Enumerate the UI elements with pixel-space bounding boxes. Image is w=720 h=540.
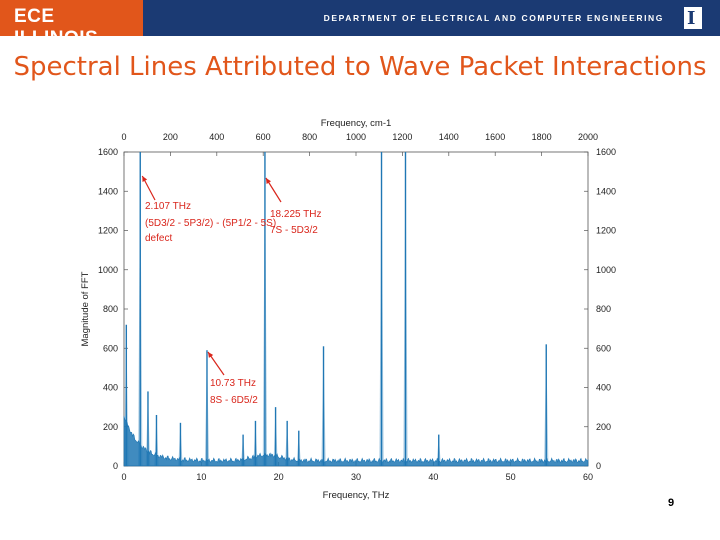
annotation-arrow-2107-head <box>142 176 148 182</box>
y-tick-label-right: 1600 <box>596 147 616 157</box>
y-tick-label-right: 1400 <box>596 186 616 196</box>
y-axis-label: Magnitude of FFT <box>80 271 91 346</box>
annotation-1073-line2: 8S - 6D5/2 <box>210 395 258 406</box>
y-tick-label-right: 200 <box>596 422 611 432</box>
y-tick-label-right: 800 <box>596 304 611 314</box>
x2-tick-label: 400 <box>209 132 224 142</box>
x2-tick-label: 800 <box>302 132 317 142</box>
x-tick-label: 0 <box>121 472 126 482</box>
y-tick-label-right: 0 <box>596 461 601 471</box>
x-axis-label: Frequency, THz <box>323 490 390 501</box>
x-tick-label: 60 <box>583 472 593 482</box>
x2-tick-label: 0 <box>121 132 126 142</box>
y-tick-label-left: 0 <box>113 461 118 471</box>
y-tick-label-left: 800 <box>103 304 118 314</box>
x2-tick-label: 1600 <box>485 132 505 142</box>
x2-tick-label: 1400 <box>439 132 459 142</box>
x-tick-label: 30 <box>351 472 361 482</box>
slide-title: Spectral Lines Attributed to Wave Packet… <box>13 52 707 82</box>
ece-illinois-logo[interactable]: ECE ILLINOIS <box>0 0 143 49</box>
y-tick-label-left: 1000 <box>98 265 118 275</box>
spectrum-noise-floor <box>123 415 589 467</box>
y-tick-label-left: 1200 <box>98 226 118 236</box>
department-name: DEPARTMENT OF ELECTRICAL AND COMPUTER EN… <box>323 13 664 23</box>
x2-tick-label: 1200 <box>392 132 412 142</box>
y-tick-label-left: 200 <box>103 422 118 432</box>
y-tick-label-right: 1000 <box>596 265 616 275</box>
x-tick-label: 40 <box>428 472 438 482</box>
annotation-2107-line1: 2.107 THz <box>145 201 191 212</box>
annotation-2107-line3: defect <box>145 233 172 244</box>
y-tick-label-left: 400 <box>103 383 118 393</box>
annotation-arrow-18225-head <box>265 178 272 184</box>
y-tick-label-left: 1600 <box>98 147 118 157</box>
annotation-arrow-1073-head <box>207 352 214 358</box>
x2-tick-label: 2000 <box>578 132 598 142</box>
y-tick-label-left: 600 <box>103 343 118 353</box>
x-tick-label: 20 <box>274 472 284 482</box>
header-bar: ECE ILLINOIS DEPARTMENT OF ELECTRICAL AN… <box>0 0 720 49</box>
x-tick-label: 50 <box>506 472 516 482</box>
x2-tick-label: 600 <box>256 132 271 142</box>
x2-axis-label: Frequency, cm-1 <box>321 118 392 129</box>
illinois-block-i-icon: I <box>684 7 702 29</box>
block-i-letter: I <box>687 8 696 29</box>
annotation-18225-line2: 7S - 5D3/2 <box>270 225 318 236</box>
slide-number: 9 <box>668 497 675 509</box>
y-tick-label-right: 400 <box>596 383 611 393</box>
annotation-18225-line1: 18.225 THz <box>270 209 322 220</box>
x2-tick-label: 1000 <box>346 132 366 142</box>
annotation-2107-line2: (5D3/2 - 5P3/2) - (5P1/2 - 5S) <box>145 218 276 229</box>
annotation-1073-line1: 10.73 THz <box>210 378 256 389</box>
x2-tick-label: 200 <box>163 132 178 142</box>
y-tick-label-right: 1200 <box>596 226 616 236</box>
y-tick-label-right: 600 <box>596 343 611 353</box>
x2-tick-label: 1800 <box>532 132 552 142</box>
x-tick-label: 10 <box>196 472 206 482</box>
logo-text: ECE ILLINOIS <box>14 6 99 49</box>
plot-frame <box>123 151 589 467</box>
y-tick-label-left: 1400 <box>98 186 118 196</box>
